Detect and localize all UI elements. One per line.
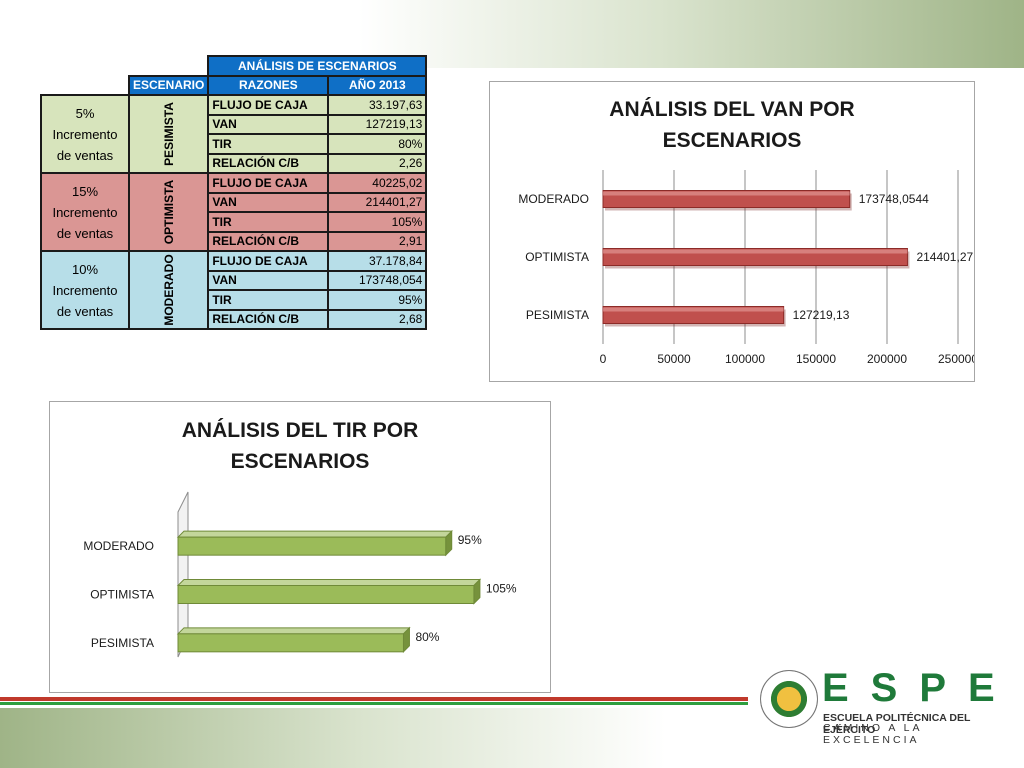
table-cell-value: 95%	[327, 289, 428, 311]
table-title: ANÁLISIS DE ESCENARIOS	[207, 55, 428, 77]
van-bar-highlight	[603, 249, 908, 254]
tir-bar-top	[176, 627, 411, 635]
table-cell-ratio: TIR	[207, 211, 330, 233]
tir-data-label: 80%	[415, 630, 439, 644]
table-cell-value: 2,68	[327, 308, 428, 330]
espe-brand-wordmark: ESPE	[822, 666, 1017, 710]
van-chart-panel: ANÁLISIS DEL VAN POR ESCENARIOS 0 50000 10…	[489, 81, 978, 382]
van-chart-title-line2: ESCENARIOS	[663, 129, 802, 152]
van-x-tick-label: 50000	[657, 352, 691, 366]
bottom-gradient-band	[0, 708, 1024, 768]
van-x-tick-label: 250000	[938, 352, 974, 366]
col-header-year: AÑO 2013	[327, 74, 428, 96]
espe-institution-name: ESCUELA POLITÉCNICA DEL EJÉRCITO	[823, 712, 971, 736]
van-x-tick-label: 200000	[867, 352, 907, 366]
scenario-label-optimista: OPTIMISTA	[127, 172, 210, 252]
tir-category-label: MODERADO	[83, 539, 154, 553]
tir-chart: ANÁLISIS DEL TIR POR ESCENARIOS MODERADO…	[83, 419, 517, 658]
table-cell-ratio: TIR	[207, 289, 330, 311]
tir-chart-title-line1: ANÁLISIS DEL TIR POR	[182, 419, 418, 442]
tir-bar-top	[176, 579, 482, 586]
table-cell-value: 173748,054	[327, 269, 428, 291]
top-gradient-band	[0, 0, 1024, 68]
green-divider-stripe	[0, 702, 748, 705]
table-cell-value: 214401,27	[327, 191, 428, 213]
van-category-label: MODERADO	[518, 192, 589, 206]
scenario-text-moderado: 10% Incremento de ventas	[40, 250, 130, 330]
table-cell-ratio: FLUJO DE CAJA	[207, 250, 330, 272]
col-header-razones: RAZONES	[207, 74, 330, 96]
table-cell-value: 37.178,84	[327, 250, 428, 272]
tir-bar	[177, 585, 475, 604]
table-cell-ratio: FLUJO DE CAJA	[207, 94, 330, 116]
tir-bar	[177, 536, 447, 556]
tir-data-label: 105%	[486, 582, 517, 596]
tir-data-label: 95%	[458, 533, 482, 547]
table-cell-value: 33.197,63	[327, 94, 428, 116]
table-cell-value: 2,91	[327, 230, 428, 252]
tir-bar	[177, 633, 404, 653]
van-x-tick-label: 100000	[725, 352, 765, 366]
scenario-text-pesimista: 5% Incremento de ventas	[40, 94, 130, 174]
table-cell-value: 2,26	[327, 152, 428, 174]
tir-category-label: OPTIMISTA	[90, 588, 154, 602]
table-cell-ratio: TIR	[207, 133, 330, 155]
van-category-label: PESIMISTA	[526, 308, 589, 322]
table-cell-ratio: VAN	[207, 269, 330, 291]
table-cell-ratio: VAN	[207, 113, 330, 135]
tir-bar-top	[176, 530, 453, 538]
scenario-label-moderado: MODERADO	[127, 250, 210, 330]
scenario-label-pesimista: PESIMISTA	[127, 94, 210, 174]
van-x-tick-label: 150000	[796, 352, 836, 366]
van-category-label: OPTIMISTA	[525, 250, 589, 264]
van-bar-highlight	[603, 307, 784, 312]
col-header-escenario: ESCENARIO	[127, 74, 210, 96]
espe-motto: CAMINO A LA EXCELENCIA	[823, 722, 922, 746]
table-cell-value: 40225,02	[327, 172, 428, 194]
van-x-tick-label: 0	[600, 352, 607, 366]
tir-category-label: PESIMISTA	[91, 636, 154, 650]
table-cell-ratio: VAN	[207, 191, 330, 213]
tir-chart-title-line2: ESCENARIOS	[231, 450, 370, 473]
table-cell-value: 105%	[327, 211, 428, 233]
van-data-label: 214401,27	[916, 250, 973, 264]
van-chart: ANÁLISIS DEL VAN POR ESCENARIOS 0 50000 10…	[518, 98, 978, 366]
table-cell-ratio: RELACIÓN C/B	[207, 230, 330, 252]
table-cell-ratio: RELACIÓN C/B	[207, 308, 330, 330]
van-data-label: 127219,13	[793, 308, 850, 322]
van-bar-highlight	[603, 191, 850, 196]
table-cell-ratio: RELACIÓN C/B	[207, 152, 330, 174]
tir-chart-panel: ANÁLISIS DEL TIR POR ESCENARIOS MODERADO…	[49, 401, 551, 693]
scenario-analysis-table: ANÁLISIS DE ESCENARIOS ESCENARIO RAZONES…	[40, 55, 428, 330]
table-cell-value: 127219,13	[327, 113, 428, 135]
table-cell-ratio: FLUJO DE CAJA	[207, 172, 330, 194]
espe-seal-logo	[760, 670, 818, 728]
van-data-label: 173748,0544	[859, 192, 929, 206]
scenario-text-optimista: 15% Incremento de ventas	[40, 172, 130, 252]
table-cell-value: 80%	[327, 133, 428, 155]
red-divider-stripe	[0, 697, 748, 701]
van-chart-title-line1: ANÁLISIS DEL VAN POR	[609, 98, 854, 121]
